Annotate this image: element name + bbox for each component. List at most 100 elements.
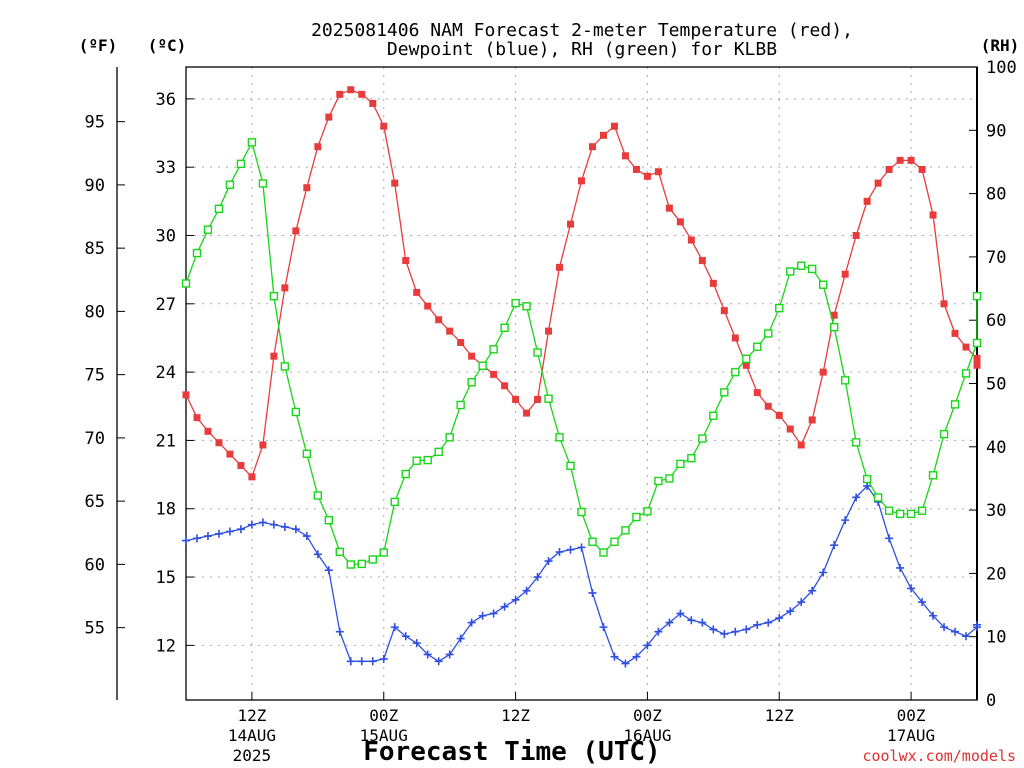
rh-marker <box>961 369 971 378</box>
temperature-marker <box>556 263 564 271</box>
dewpoint-marker <box>819 568 828 577</box>
temperature-marker <box>643 172 651 180</box>
dewpoint-marker <box>214 529 223 538</box>
celsius-tick-label: 18 <box>156 500 176 520</box>
rh-marker <box>775 303 784 313</box>
dewpoint-marker <box>698 618 707 627</box>
temperature-line <box>185 89 978 479</box>
rh-marker <box>335 547 345 557</box>
temperature-marker <box>731 334 739 342</box>
dewpoint-marker <box>412 639 421 648</box>
rh-marker <box>928 471 938 480</box>
temperature-marker <box>797 441 805 449</box>
temperature-marker <box>841 270 849 278</box>
dewpoint-marker <box>720 629 729 638</box>
rh-marker <box>753 342 762 351</box>
rh-tick-label: 10 <box>986 628 1006 648</box>
dewpoint-marker <box>973 620 981 629</box>
rh-tick-label: 40 <box>986 438 1006 458</box>
dewpoint-marker <box>621 659 630 668</box>
temperature-marker <box>281 284 289 292</box>
temperature-marker <box>852 231 860 239</box>
rh-marker <box>972 338 982 348</box>
rh-marker <box>698 434 707 443</box>
dewpoint-marker <box>236 525 245 534</box>
temperature-marker <box>808 416 816 424</box>
celsius-tick-label: 33 <box>156 158 176 178</box>
rh-tick-label: 80 <box>986 185 1006 205</box>
rh-marker <box>709 411 718 420</box>
dewpoint-marker <box>302 532 311 541</box>
dewpoint-marker <box>522 586 531 595</box>
dewpoint-marker <box>368 657 377 666</box>
temperature-marker <box>336 90 344 98</box>
temperature-marker <box>380 122 388 130</box>
dewpoint-marker <box>962 632 971 641</box>
rh-marker <box>742 354 751 364</box>
rh-marker <box>621 526 630 535</box>
x-tick-date-label: 15AUG <box>360 726 408 745</box>
dewpoint-marker <box>423 650 432 659</box>
rh-marker <box>445 433 454 442</box>
fahrenheit-tick-label: 75 <box>85 366 105 386</box>
dewpoint-marker <box>577 543 586 552</box>
rh-marker <box>456 400 465 410</box>
temperature-marker <box>226 450 234 458</box>
dewpoint-marker <box>555 547 564 556</box>
dewpoint-marker <box>764 618 773 627</box>
rh-marker <box>522 302 531 311</box>
dewpoint-marker <box>918 598 927 607</box>
rh-marker <box>939 429 949 439</box>
temperature-marker <box>270 352 278 360</box>
chart-title-line-1: 2025081406 NAM Forecast 2-meter Temperat… <box>311 20 853 41</box>
temperature-marker <box>303 184 311 192</box>
temperature-marker <box>347 86 355 94</box>
fahrenheit-tick-label: 65 <box>85 492 105 512</box>
dewpoint-marker <box>379 655 388 664</box>
temperature-series <box>182 86 981 481</box>
x-tick-label: 12Z <box>237 706 266 725</box>
rh-marker <box>346 560 355 569</box>
celsius-tick-label: 12 <box>156 636 176 656</box>
dewpoint-marker <box>742 625 751 634</box>
temperature-marker <box>545 327 553 335</box>
dewpoint-marker <box>588 588 597 597</box>
temperature-marker <box>512 395 520 403</box>
rh-marker <box>214 204 224 213</box>
rh-marker <box>258 179 268 188</box>
dewpoint-marker <box>654 627 663 636</box>
rh-marker <box>192 248 202 258</box>
dewpoint-marker <box>280 522 289 531</box>
dewpoint-marker <box>390 623 399 632</box>
rh-marker <box>665 474 674 483</box>
rh-marker <box>302 449 312 458</box>
rh-marker <box>917 506 927 515</box>
temperature-marker <box>940 300 948 308</box>
dewpoint-marker <box>929 611 938 620</box>
rh-marker <box>577 507 586 517</box>
temperature-marker <box>325 113 333 121</box>
dewpoint-marker <box>665 618 674 627</box>
temperature-marker <box>973 354 981 362</box>
temperature-marker <box>259 441 267 449</box>
temperature-marker <box>610 122 618 130</box>
rh-marker <box>511 298 520 308</box>
rh-marker <box>489 345 498 354</box>
grid-lines <box>186 67 977 700</box>
temperature-marker <box>720 307 728 315</box>
rh-tick-label: 70 <box>986 248 1006 268</box>
temperature-marker <box>314 143 322 151</box>
temperature-marker <box>907 156 915 164</box>
temperature-marker <box>578 177 585 185</box>
dewpoint-marker <box>324 566 333 575</box>
rh-marker <box>818 280 828 289</box>
temperature-marker <box>435 316 443 324</box>
temperature-marker <box>391 179 399 187</box>
rh-tick-label: 100 <box>986 58 1017 78</box>
rh-marker <box>203 225 213 234</box>
temperature-marker <box>896 156 904 164</box>
dewpoint-marker <box>434 657 443 666</box>
rh-marker <box>500 323 509 332</box>
rh-marker <box>269 291 279 301</box>
temperature-marker <box>775 411 783 419</box>
